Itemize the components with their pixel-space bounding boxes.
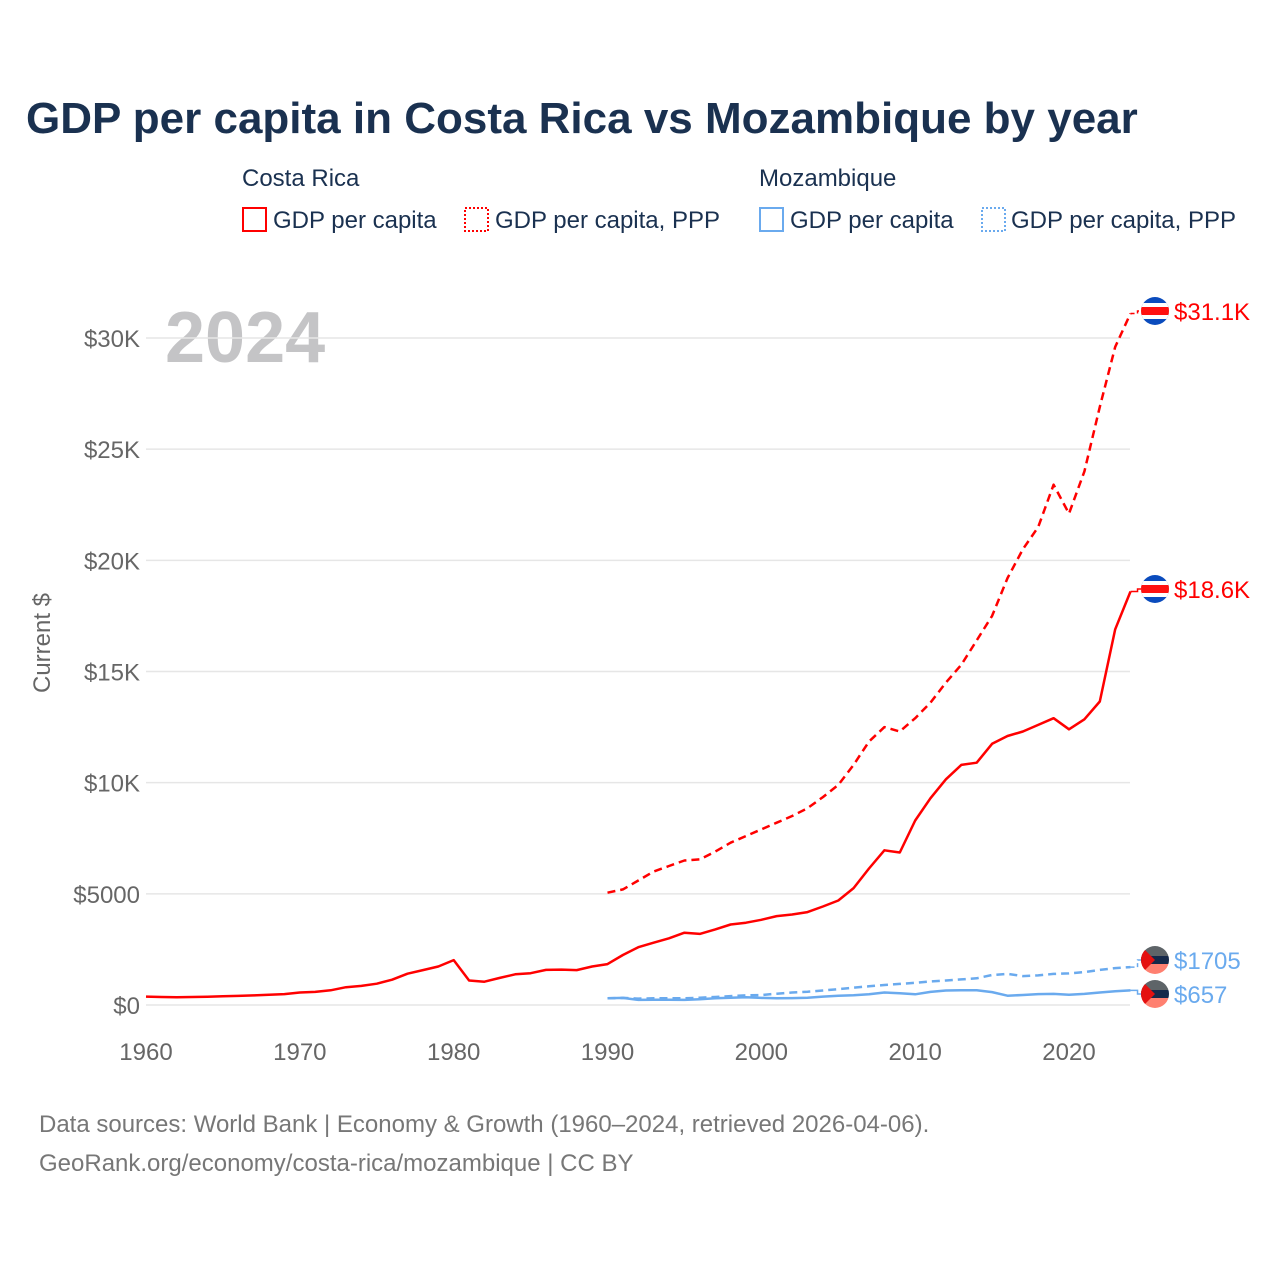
series-line-costa-rica-gdp-per-capita-ppp: [607, 312, 1132, 894]
series-line-mozambique-gdp-per-capita-ppp: [607, 965, 1131, 1000]
gridlines: $0 $5000 $10K $15K $20K $25K $30K 1960 1970 1980 1…: [73, 326, 1130, 1066]
flag-stripe: [1141, 307, 1169, 315]
footer-sources: Data sources: World Bank | Economy & Gro…: [39, 1111, 929, 1138]
mozambique-flag-icon: [1141, 946, 1169, 974]
y-axis-label: Current $: [29, 593, 56, 693]
costa-rica-flag-icon: [1141, 297, 1169, 325]
y-tick-label: $20K: [84, 548, 140, 575]
end-markers: $18.6K $31.1K $657 $1705: [1130, 297, 1250, 1009]
series-line-mozambique-gdp-per-capita: [607, 989, 1131, 1002]
flag-triangle: [1141, 980, 1155, 1008]
y-tick-label: $30K: [84, 326, 140, 353]
flag-body: [1141, 946, 1169, 974]
x-tick-label: 1970: [273, 1039, 326, 1066]
x-tick-label: 2020: [1042, 1039, 1095, 1066]
legend-swatch-cr-ppp: [464, 207, 489, 232]
end-connector: [1130, 310, 1145, 315]
legend-label-cr-gdp[interactable]: GDP per capita: [273, 207, 437, 234]
y-tick-label: $25K: [84, 437, 140, 464]
flag-stripe: [1141, 980, 1169, 990]
legend-group-mozambique: Mozambique: [759, 165, 896, 192]
x-tick-label: 2010: [888, 1039, 941, 1066]
y-tick-label: $0: [113, 993, 140, 1020]
flag-stripe: [1141, 998, 1169, 1008]
flag-stripe: [1141, 946, 1169, 956]
end-value-label: $31.1K: [1174, 299, 1250, 326]
legend-label-mz-ppp[interactable]: GDP per capita, PPP: [1011, 207, 1236, 234]
flag-stripe: [1141, 585, 1169, 593]
end-value-label: $657: [1174, 982, 1227, 1009]
flag-body: [1141, 297, 1169, 325]
end-value-label: $18.6K: [1174, 577, 1250, 604]
legend-group-costa-rica: Costa Rica: [242, 165, 360, 192]
x-tick-label: 2000: [735, 1039, 788, 1066]
mozambique-flag-icon: [1141, 980, 1169, 1008]
x-tick-label: 1960: [119, 1039, 172, 1066]
y-tick-label: $10K: [84, 771, 140, 798]
legend-label-mz-gdp[interactable]: GDP per capita: [790, 207, 954, 234]
legend-swatch-mz-ppp: [981, 207, 1006, 232]
legend-swatch-cr-gdp: [242, 207, 267, 232]
y-tick-label: $15K: [84, 660, 140, 687]
legend-swatch-mz-gdp: [759, 207, 784, 232]
legend: Costa Rica GDP per capita GDP per capita…: [242, 165, 1236, 234]
y-tick-label: $5000: [73, 882, 140, 909]
flag-body: [1141, 980, 1169, 1008]
series-lines: [145, 312, 1132, 1002]
flag-stripe: [1141, 964, 1169, 974]
end-value-label: $1705: [1174, 948, 1241, 975]
costa-rica-flag-icon: [1141, 575, 1169, 603]
chart-title: GDP per capita in Costa Rica vs Mozambiq…: [26, 94, 1138, 143]
x-tick-label: 1990: [581, 1039, 634, 1066]
series-line-costa-rica-gdp-per-capita: [145, 591, 1132, 999]
x-tick-label: 1980: [427, 1039, 480, 1066]
flag-triangle: [1141, 946, 1155, 974]
legend-label-cr-ppp[interactable]: GDP per capita, PPP: [495, 207, 720, 234]
flag-body: [1141, 575, 1169, 603]
footer-link[interactable]: GeoRank.org/economy/costa-rica/mozambiqu…: [39, 1150, 633, 1177]
